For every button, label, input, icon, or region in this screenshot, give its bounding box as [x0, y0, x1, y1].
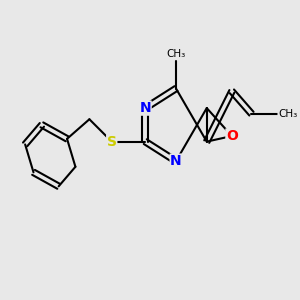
Text: S: S: [107, 135, 117, 148]
Text: N: N: [170, 154, 182, 168]
Text: CH₃: CH₃: [167, 49, 186, 59]
Text: N: N: [140, 101, 151, 115]
Text: CH₃: CH₃: [278, 109, 297, 119]
Text: O: O: [226, 129, 238, 143]
